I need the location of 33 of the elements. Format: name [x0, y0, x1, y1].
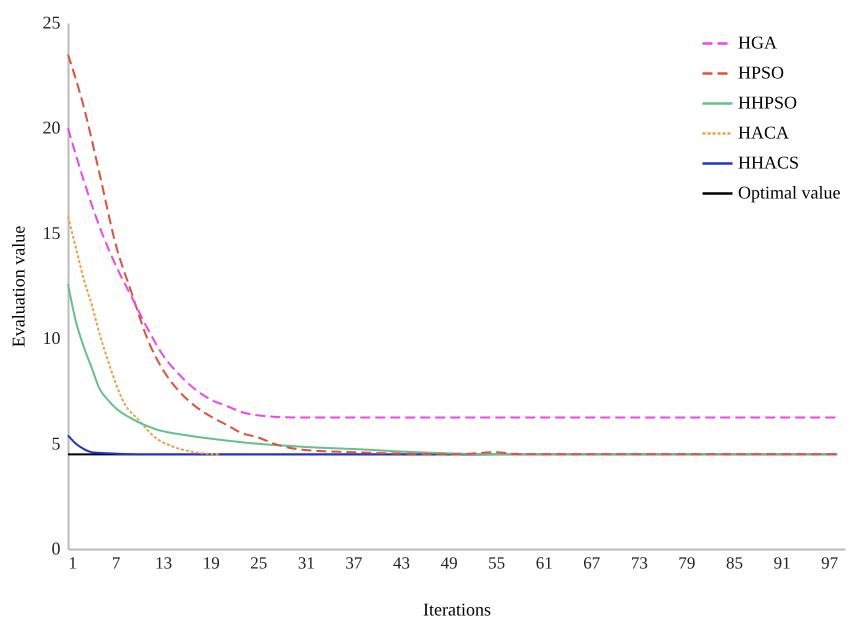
legend-label: HGA [738, 32, 777, 52]
legend-label: HACA [738, 122, 790, 142]
legend-label: HPSO [738, 62, 784, 82]
x-tick-label: 79 [678, 554, 696, 572]
legend-label: HHPSO [738, 92, 798, 112]
x-tick-label: 1 [68, 554, 77, 572]
x-tick-label: 91 [774, 554, 791, 572]
legend-label: HHACS [738, 152, 800, 172]
y-axis-title: Evaluation value [8, 226, 28, 348]
line-series [67, 54, 838, 456]
line-series [67, 216, 220, 456]
x-tick-label: 43 [393, 554, 410, 572]
y-tick-label: 20 [42, 118, 60, 138]
x-axis-title: Iterations [423, 600, 491, 620]
x-tick-label: 97 [821, 554, 839, 572]
x-tick-label: 49 [440, 554, 458, 572]
x-tick-label: 55 [488, 554, 506, 572]
y-tick-label: 15 [42, 222, 60, 243]
x-tick-label: 7 [112, 554, 121, 572]
x-tick-label: 61 [536, 554, 553, 572]
x-tick-label: 67 [583, 554, 601, 572]
x-tick-label: 25 [250, 554, 268, 572]
x-tick-label: 31 [298, 554, 315, 572]
legend-label: Optimal value [738, 182, 840, 202]
x-tick-label: 13 [155, 554, 172, 572]
y-tick-label: 5 [52, 433, 60, 454]
x-tick-label: 37 [345, 554, 363, 572]
x-tick-label: 73 [630, 554, 648, 572]
y-tick-label: 10 [42, 328, 60, 348]
y-tick-label: 25 [42, 12, 60, 32]
x-tick-label: 19 [202, 554, 220, 572]
y-tick-label: 0 [52, 538, 60, 558]
x-tick-label: 85 [726, 554, 743, 572]
